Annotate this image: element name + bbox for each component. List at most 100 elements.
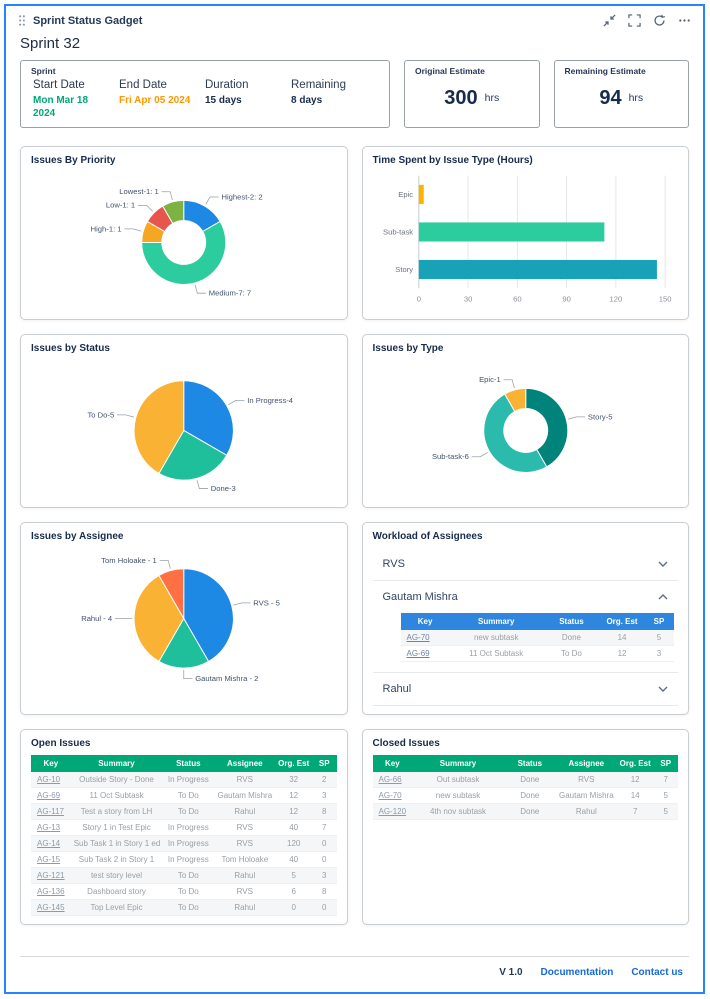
issue-key-link[interactable]: AG-70 (406, 633, 430, 643)
issues-by-type-panel: Issues by Type Story-5 Sub-task-6 Epic-1 (361, 334, 689, 509)
issue-key-link[interactable]: AG-13 (37, 823, 61, 833)
refresh-icon[interactable] (653, 14, 666, 27)
assignee-accordion-header[interactable]: RVS (375, 548, 677, 580)
label-leader-line (233, 602, 251, 606)
table-row: AG-70 new subtask Done 14 5 (400, 630, 674, 647)
table-row: AG-117 Test a story from LH To Do Rahul 12 8 (31, 803, 337, 821)
x-tick-label: 60 (513, 295, 521, 304)
category-label: Sub-task (383, 227, 413, 236)
label-leader-line (194, 284, 206, 294)
column-header: SP (653, 755, 678, 773)
label-leader-line (161, 191, 173, 201)
drag-handle-icon[interactable] (18, 14, 26, 27)
table-cell: To Do (542, 645, 601, 663)
pie-slice (503, 388, 526, 413)
issue-key-link[interactable]: AG-66 (378, 775, 402, 785)
issue-key-link[interactable]: AG-145 (37, 903, 65, 913)
table-cell: Top Level Epic (70, 899, 163, 917)
column-header: Assignee (214, 755, 276, 773)
footer: V 1.0 Documentation Contact us (20, 956, 689, 982)
assignee-accordion-header[interactable]: Rahul (375, 673, 677, 705)
key-cell: AG-69 (400, 645, 450, 663)
table-cell: 12 (275, 787, 313, 805)
issue-key-link[interactable]: AG-136 (37, 887, 65, 897)
pie-slice (133, 575, 185, 663)
issue-key-link[interactable]: AG-69 (406, 649, 430, 659)
issue-key-link[interactable]: AG-70 (378, 791, 402, 801)
table-cell: Rahul (555, 803, 617, 821)
panel-title: Time Spent by Issue Type (Hours) (372, 155, 533, 166)
assignee-name: RVS (382, 558, 405, 571)
pie-slice (158, 568, 185, 621)
fullscreen-icon[interactable] (628, 14, 641, 27)
column-header: Org. Est (600, 613, 644, 631)
closed-issues-table: Key Summary Status Assignee Org. Est SP AG-66 O… (372, 755, 678, 821)
original-estimate-label: Original Estimate (415, 66, 485, 76)
table-row: AG-69 11 Oct Subtask To Do Gautam Mishra 12 3 (31, 787, 337, 805)
table-cell: In Progress (162, 819, 215, 837)
more-options-icon[interactable] (678, 14, 691, 27)
label-leader-line (124, 228, 142, 232)
key-cell: AG-136 (31, 883, 71, 901)
bar (418, 259, 657, 280)
assignee-accordion-header[interactable]: Gautam Mishra (375, 581, 677, 613)
table-cell: In Progress (162, 851, 215, 869)
issue-key-link[interactable]: AG-117 (37, 807, 64, 817)
label-leader-line (567, 416, 585, 420)
table-row: AG-121 test story level To Do Rahul 5 3 (31, 867, 337, 885)
data-table: Key Summary Status Org. Est SP AG-70 new subta… (400, 613, 674, 663)
column-header: Status (542, 613, 601, 631)
issue-key-link[interactable]: AG-121 (37, 871, 65, 881)
table-cell: 4th nov subtask (412, 803, 504, 821)
slice-label: To Do-5 (87, 410, 114, 419)
table-cell: Sub Task 2 in Story 1 (70, 851, 163, 869)
key-cell: AG-145 (31, 899, 71, 917)
table-cell: To Do (162, 883, 215, 901)
slice-label: Low-1: 1 (106, 201, 135, 210)
table-cell: RVS (214, 819, 276, 837)
table-cell: To Do (162, 867, 215, 885)
documentation-link[interactable]: Documentation (540, 967, 614, 978)
contact-us-link[interactable]: Contact us (631, 967, 683, 978)
table-cell: 3 (312, 787, 337, 805)
table-cell: Done (503, 803, 556, 821)
slice-label: High-1: 1 (91, 224, 122, 233)
workload-sections: RVS Gautam Mishra Key Summary Status Org. Est… (372, 548, 678, 707)
panel-title: Open Issues (31, 738, 91, 750)
summary-row: Sprint Start Date Mon Mar 18 2024 End Date… (20, 60, 689, 128)
charts-grid: Issues By Priority Highest-2: 2 Medium-7:… (20, 146, 689, 926)
table-cell: Story 1 in Test Epic (70, 819, 163, 837)
table-cell: RVS (214, 835, 276, 853)
sprint-fields: Start Date Mon Mar 18 2024 End Date Fri Apr… (31, 76, 379, 122)
sprint-info-panel: Sprint Start Date Mon Mar 18 2024 End Date… (20, 60, 390, 128)
column-header: SP (312, 755, 337, 773)
column-header: Org. Est (275, 755, 313, 773)
bar (418, 184, 424, 204)
table-cell: 12 (616, 772, 654, 789)
issue-key-link[interactable]: AG-69 (37, 791, 61, 801)
issue-key-link[interactable]: AG-15 (37, 855, 61, 865)
table-cell: test story level (70, 867, 163, 885)
table-row: AG-145 Top Level Epic To Do Rahul 0 0 (31, 899, 337, 917)
key-cell: AG-69 (31, 787, 71, 805)
issue-key-link[interactable]: AG-120 (378, 807, 407, 817)
table-cell: 0 (312, 835, 337, 853)
assignee-section: Gautam Mishra Key Summary Status Org. Est SP A… (372, 581, 678, 674)
collapse-icon[interactable] (603, 14, 616, 27)
issue-key-link[interactable]: AG-14 (37, 839, 61, 849)
issue-key-link[interactable]: AG-10 (37, 775, 61, 785)
pie-slice (133, 380, 185, 475)
slice-label: Highest-2: 2 (221, 192, 262, 201)
pie-slice (162, 199, 185, 225)
issues-by-status-chart: In Progress-4 Done-3 To Do-5 (87, 380, 294, 493)
sprint-field-value: Fri Apr 05 2024 (119, 95, 191, 106)
table-cell: RVS (555, 772, 617, 789)
assignee-issues: Key Summary Status Org. Est SP AG-70 new subta… (375, 613, 677, 672)
original-estimate-unit: hrs (484, 92, 500, 104)
closed-issues-panel: Closed Issues Key Summary Status Assignee Or… (361, 729, 689, 926)
table-cell: 11 Oct Subtask (70, 787, 163, 805)
key-cell: AG-70 (372, 787, 413, 805)
column-header: Key (400, 613, 450, 631)
panel-title: Workload of Assignees (372, 531, 483, 543)
label-leader-line (183, 670, 193, 680)
